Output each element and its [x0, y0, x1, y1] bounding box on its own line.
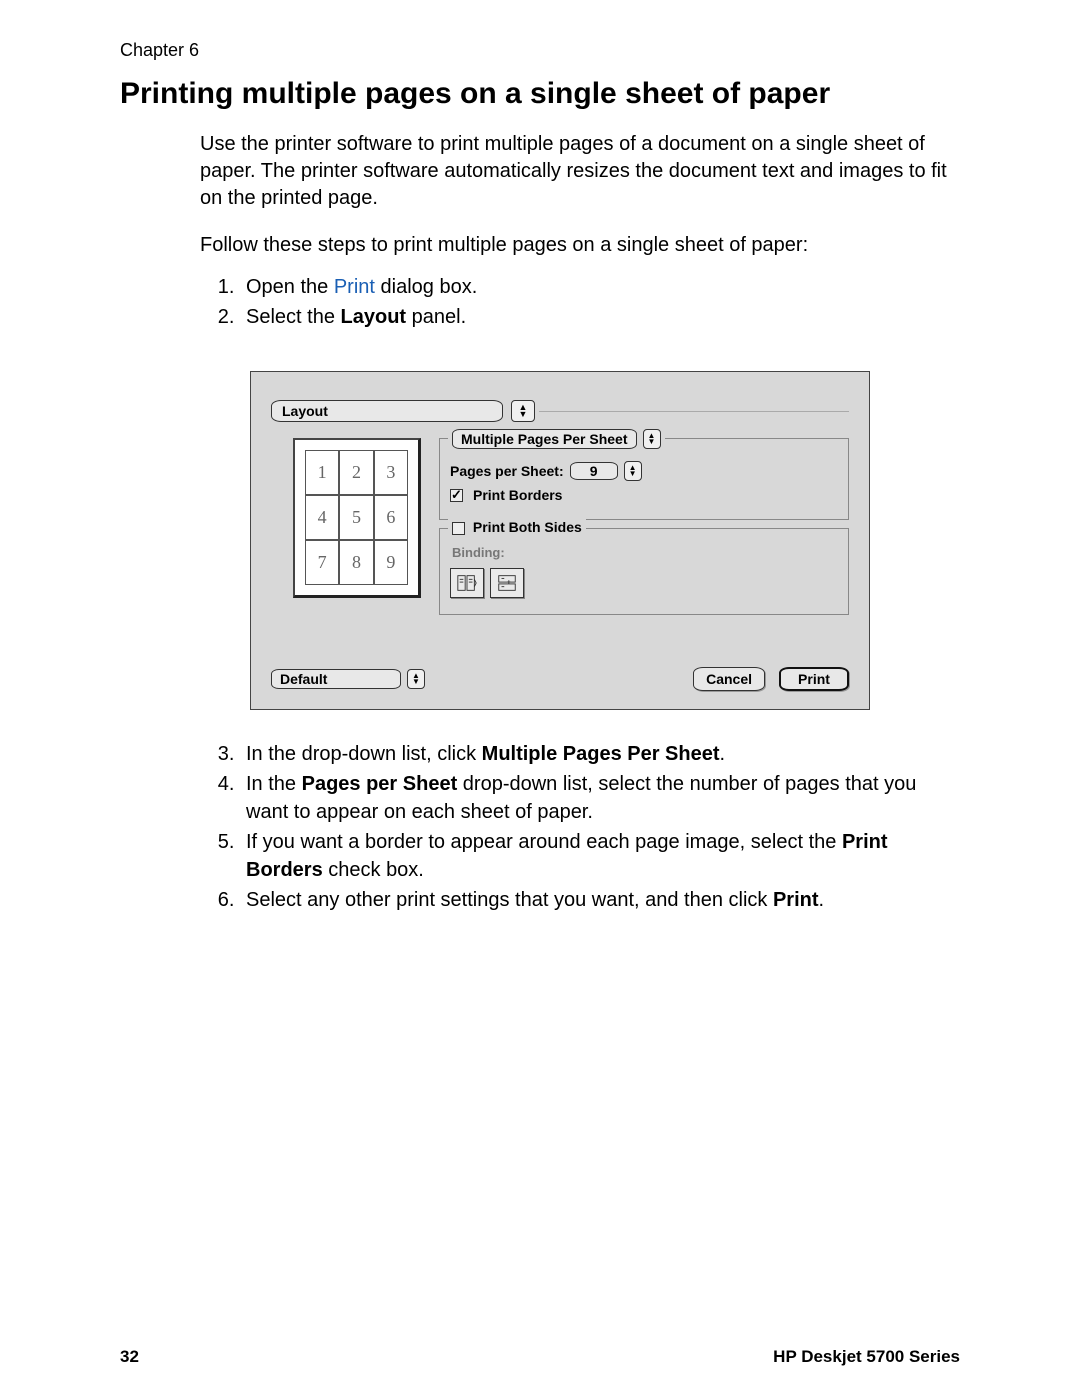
step-3-post: . — [720, 743, 726, 765]
preview-cell: 1 — [305, 450, 339, 495]
step-4-bold: Pages per Sheet — [302, 773, 458, 795]
product-name: HP Deskjet 5700 Series — [773, 1347, 960, 1367]
default-dropdown[interactable]: Default — [271, 669, 401, 689]
default-stepper[interactable]: ▲▼ — [407, 669, 425, 689]
step-5: If you want a border to appear around ea… — [240, 828, 960, 884]
step-2-pre: Select the — [246, 306, 341, 328]
step-1-post: dialog box. — [375, 276, 477, 298]
panel-select[interactable]: Layout — [271, 400, 503, 422]
step-6: Select any other print settings that you… — [240, 886, 960, 914]
pps-label: Pages per Sheet: — [450, 463, 564, 479]
step-2: Select the Layout panel. — [240, 303, 960, 331]
preview-cell: 9 — [374, 540, 408, 585]
step-3-bold: Multiple Pages Per Sheet — [482, 743, 720, 765]
step-3-pre: In the drop-down list, click — [246, 743, 482, 765]
preview-cell: 5 — [339, 495, 373, 540]
print-borders-checkbox[interactable] — [450, 489, 463, 502]
step-5-pre: If you want a border to appear around ea… — [246, 831, 842, 853]
binding-tablet-icon[interactable] — [490, 568, 524, 598]
intro-paragraph-1: Use the printer software to print multip… — [200, 131, 960, 212]
pps-stepper[interactable]: ▲▼ — [624, 461, 642, 481]
step-2-post: panel. — [406, 306, 466, 328]
preview-cell: 4 — [305, 495, 339, 540]
preview-cell: 3 — [374, 450, 408, 495]
step-4: In the Pages per Sheet drop-down list, s… — [240, 770, 960, 826]
panel-stepper[interactable]: ▲▼ — [511, 400, 535, 422]
binding-label: Binding: — [452, 545, 838, 560]
step-2-bold: Layout — [341, 306, 407, 328]
mpps-stepper[interactable]: ▲▼ — [643, 429, 661, 449]
panel-select-label: Layout — [282, 403, 328, 419]
chapter-label: Chapter 6 — [120, 40, 960, 61]
step-6-pre: Select any other print settings that you… — [246, 889, 773, 911]
mpps-dropdown[interactable]: Multiple Pages Per Sheet — [452, 429, 637, 449]
binding-book-icon[interactable] — [450, 568, 484, 598]
intro-paragraph-2: Follow these steps to print multiple pag… — [200, 232, 960, 259]
step-6-post: . — [819, 889, 825, 911]
preview-cell: 7 — [305, 540, 339, 585]
pps-value[interactable]: 9 — [570, 462, 618, 480]
preview-cell: 2 — [339, 450, 373, 495]
page-title: Printing multiple pages on a single shee… — [120, 77, 960, 111]
print-both-sides-checkbox[interactable] — [452, 522, 465, 535]
step-1-pre: Open the — [246, 276, 334, 298]
print-button[interactable]: Print — [779, 667, 849, 691]
preview-cell: 8 — [339, 540, 373, 585]
print-borders-label: Print Borders — [473, 487, 562, 503]
step-3: In the drop-down list, click Multiple Pa… — [240, 740, 960, 768]
page-number: 32 — [120, 1347, 139, 1367]
cancel-button[interactable]: Cancel — [693, 667, 765, 691]
step-4-pre: In the — [246, 773, 302, 795]
dialog-screenshot: Layout ▲▼ 1 2 3 4 5 6 7 — [250, 371, 870, 710]
print-link[interactable]: Print — [334, 276, 375, 298]
layout-preview: 1 2 3 4 5 6 7 8 9 — [293, 438, 421, 598]
step-5-post: check box. — [323, 859, 424, 881]
step-6-bold: Print — [773, 889, 819, 911]
print-both-sides-label: Print Both Sides — [473, 519, 582, 535]
step-1: Open the Print dialog box. — [240, 273, 960, 301]
preview-cell: 6 — [374, 495, 408, 540]
